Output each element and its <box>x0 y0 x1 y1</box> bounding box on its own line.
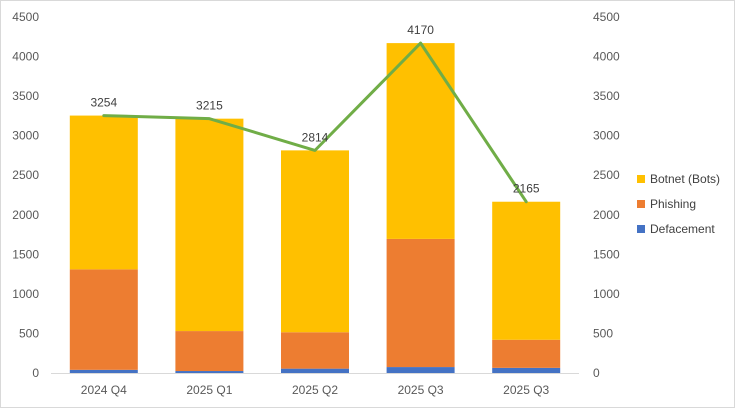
y-tick-label: 500 <box>19 326 39 340</box>
bar-segment <box>69 369 138 373</box>
y2-tick-label: 3000 <box>593 129 620 143</box>
x-tick-label: 2024 Q4 <box>81 383 127 397</box>
bar-segment <box>69 115 138 270</box>
bar-segment <box>492 201 561 340</box>
y2-tick-label: 1500 <box>593 247 620 261</box>
y-tick-label: 3500 <box>12 89 39 103</box>
bar-segment <box>281 368 349 373</box>
y2-tick-label: 4500 <box>593 10 620 24</box>
y-tick-label: 4500 <box>12 10 39 24</box>
y-tick-label: 2000 <box>12 208 39 222</box>
y-tick-label: 0 <box>32 366 39 380</box>
bar-segment <box>281 150 349 333</box>
y2-tick-label: 500 <box>593 326 613 340</box>
x-tick-label: 2025 Q2 <box>292 383 338 397</box>
y2-tick-label: 3500 <box>593 89 620 103</box>
data-label: 3215 <box>196 99 223 113</box>
bar-segment <box>386 43 455 239</box>
data-label: 2165 <box>513 182 540 196</box>
legend-label: Phishing <box>650 197 696 211</box>
legend-swatch <box>637 225 645 233</box>
y-tick-label: 2500 <box>12 168 39 182</box>
x-tick-label: 2025 Q1 <box>186 383 232 397</box>
bar-segment <box>492 339 561 368</box>
bar-segment <box>175 371 244 373</box>
bar-segment <box>492 367 561 373</box>
y-tick-label: 3000 <box>12 129 39 143</box>
y-tick-label: 1000 <box>12 287 39 301</box>
bar-segment <box>386 367 455 373</box>
legend-label: Defacement <box>650 222 715 236</box>
legend-swatch <box>637 175 645 183</box>
y-tick-label: 1500 <box>12 247 39 261</box>
total-line <box>102 41 528 204</box>
y2-tick-label: 1000 <box>593 287 620 301</box>
y2-tick-label: 2000 <box>593 208 620 222</box>
x-tick-label: 2025 Q3 <box>503 383 549 397</box>
y-tick-label: 4000 <box>12 50 39 64</box>
legend-label: Botnet (Bots) <box>650 172 720 186</box>
y2-tick-label: 4000 <box>593 50 620 64</box>
bar-segment <box>386 238 455 368</box>
bar-segment <box>281 332 349 369</box>
data-label: 3254 <box>90 96 117 110</box>
bar-segment <box>175 331 244 372</box>
data-label: 4170 <box>407 23 434 37</box>
legend-swatch <box>637 200 645 208</box>
x-tick-label: 2025 Q3 <box>398 383 444 397</box>
bar-segment <box>69 269 138 370</box>
y2-tick-label: 2500 <box>593 168 620 182</box>
data-label: 2814 <box>302 130 329 144</box>
y2-tick-label: 0 <box>593 366 600 380</box>
bar-segment <box>175 118 244 332</box>
